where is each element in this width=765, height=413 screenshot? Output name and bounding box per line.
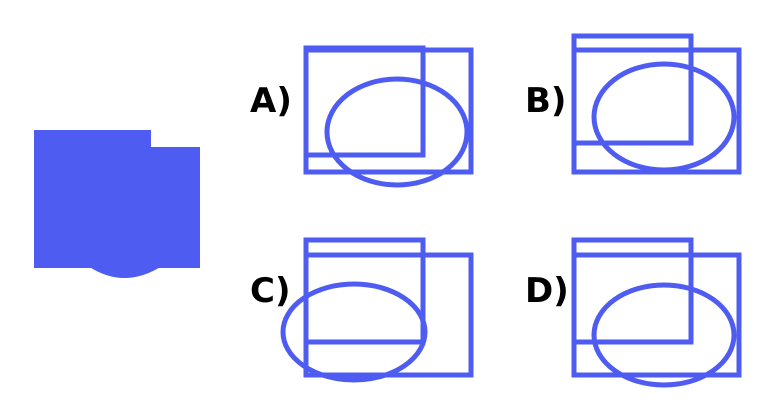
option-b-ellipse <box>591 61 737 173</box>
option-d-ellipse <box>591 282 737 388</box>
option-c-rectangle <box>303 252 474 378</box>
option-a-label: A) <box>250 81 292 121</box>
option-a-ellipse <box>324 76 470 188</box>
option-c-label: C) <box>250 271 291 311</box>
option-d-label: D) <box>525 271 569 311</box>
target-shape-body <box>34 130 200 268</box>
target-shape <box>34 130 200 278</box>
option-b-label: B) <box>525 81 566 121</box>
option-b[interactable]: B) <box>525 33 742 175</box>
option-a-square <box>303 45 426 158</box>
option-c[interactable]: C) <box>250 237 474 383</box>
option-d-rectangle <box>571 252 742 378</box>
target-shape-bulge <box>88 266 162 278</box>
option-a[interactable]: A) <box>250 45 474 188</box>
option-a-rectangle <box>303 47 474 175</box>
option-d[interactable]: D) <box>525 237 742 388</box>
option-c-ellipse <box>280 281 428 383</box>
